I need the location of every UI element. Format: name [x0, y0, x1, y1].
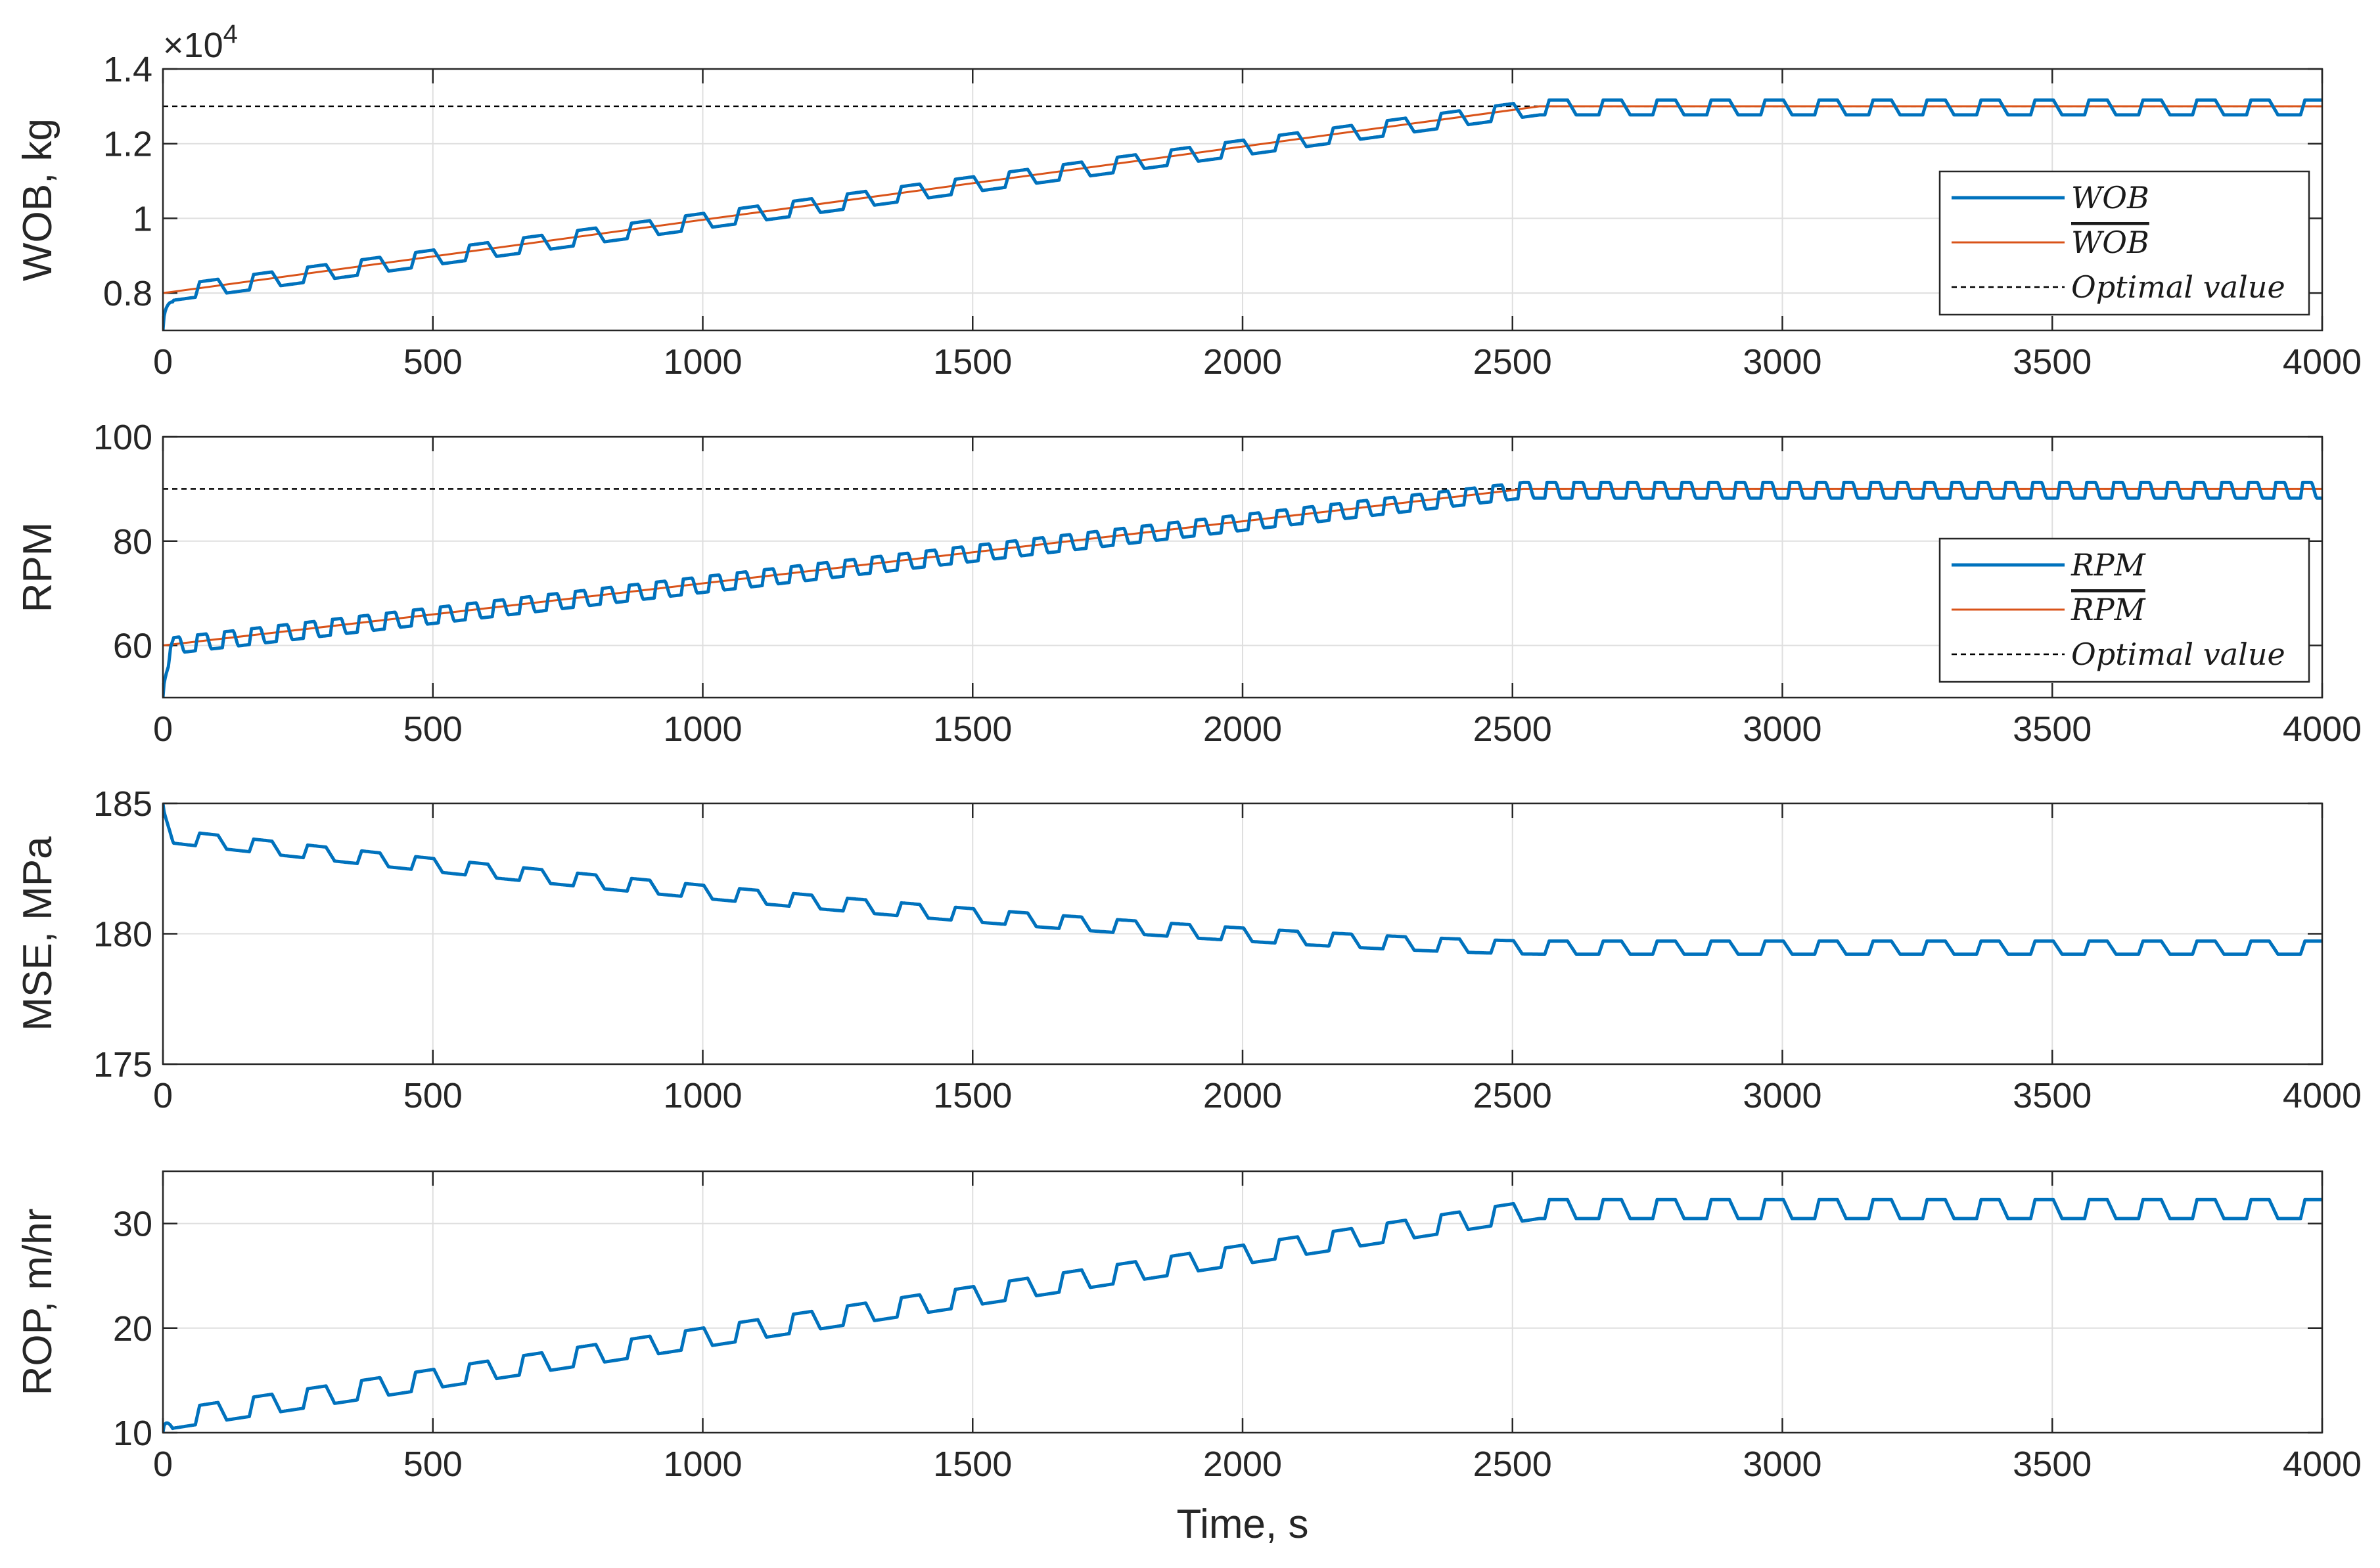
x-tick-label: 3000: [1743, 1445, 1821, 1484]
panel-1: 0 500 1000 1500 2000 2500 3000 3500 4000 0.8 1 1.2 1…: [15, 20, 2362, 382]
panel-2: 0 500 1000 1500 2000 2500 3000 3500 4000 60 80 100 R…: [15, 418, 2362, 749]
y-tick-label: 0.8: [103, 274, 152, 313]
x-tick-label: 4000: [2283, 1445, 2362, 1484]
x-tick-label: 2500: [1473, 1076, 1552, 1115]
panel-3: 0 500 1000 1500 2000 2500 3000 3500 4000 175 180 18…: [15, 784, 2362, 1115]
x-tick-label: 500: [403, 1076, 463, 1115]
x-tick-label: 500: [403, 709, 463, 749]
plot-area: [163, 803, 2322, 956]
x-tick-label: 4000: [2283, 342, 2362, 382]
x-tick-label: 1000: [663, 1445, 742, 1484]
legend-label: WOB: [2071, 180, 2149, 215]
mean-series-line: [163, 487, 2322, 647]
x-tick-label: 3000: [1743, 709, 1821, 749]
y-tick-label: 20: [113, 1309, 152, 1349]
plot-area: [163, 1198, 2322, 1433]
x-tick-label: 2000: [1203, 1076, 1282, 1115]
x-tick-label: 1000: [663, 1076, 742, 1115]
y-tick-label: 1.4: [103, 50, 152, 89]
mean-series-line: [163, 105, 2322, 294]
x-axis-label: Time, s: [1177, 1502, 1309, 1547]
y-tick-label: 10: [113, 1414, 152, 1453]
axes-box: [162, 68, 2323, 332]
panel-4: 0 500 1000 1500 2000 2500 3000 3500 4000 10 20 30 RO…: [15, 1170, 2362, 1547]
y-axis-label: WOB, kg: [15, 118, 60, 281]
exponent-power: 4: [223, 20, 238, 49]
x-tick-label: 1500: [933, 709, 1012, 749]
legend: RPM RPM Optimal value: [1938, 537, 2310, 683]
y-tick-label: 100: [93, 418, 152, 457]
x-tick-label: 2000: [1203, 342, 1282, 382]
x-tick-label: 3500: [2013, 709, 2092, 749]
x-tick-label: 3000: [1743, 342, 1821, 382]
y-axis-label: ROP, m/hr: [15, 1209, 60, 1396]
legend: WOB WOB Optimal value: [1938, 170, 2310, 316]
y-axis-label: MSE, MPa: [15, 836, 60, 1031]
x-tick-label: 4000: [2283, 709, 2362, 749]
y-tick-label: 185: [93, 784, 152, 824]
x-tick-label: 2000: [1203, 1445, 1282, 1484]
axes-box: [162, 1170, 2323, 1434]
x-tick-label: 0: [153, 709, 173, 749]
plot-area: [163, 480, 2322, 698]
main-series-line: [163, 98, 2322, 330]
axes-box: [162, 436, 2323, 699]
x-tick-label: 1500: [933, 1445, 1012, 1484]
x-tick-label: 3500: [2013, 1076, 2092, 1115]
legend-label: RPM: [2071, 592, 2147, 627]
y-tick-label: 60: [113, 627, 152, 666]
y-exponent-label: ×104: [163, 20, 238, 65]
y-tick-label: 1: [133, 199, 152, 238]
x-tick-label: 1500: [933, 1076, 1012, 1115]
y-axis-label: RPM: [15, 522, 60, 613]
main-series-line: [163, 480, 2322, 698]
x-tick-label: 3000: [1743, 1076, 1821, 1115]
x-tick-label: 500: [403, 342, 463, 382]
plot-area: [163, 98, 2322, 330]
exponent-base: ×10: [163, 26, 223, 65]
x-tick-label: 1000: [663, 709, 742, 749]
x-tick-label: 4000: [2283, 1076, 2362, 1115]
legend-label: RPM: [2071, 547, 2147, 583]
axes-box: [162, 802, 2323, 1065]
x-tick-label: 1500: [933, 342, 1012, 382]
x-tick-label: 2000: [1203, 709, 1282, 749]
y-tick-label: 30: [113, 1205, 152, 1244]
y-tick-label: 80: [113, 522, 152, 562]
x-tick-label: 0: [153, 1076, 173, 1115]
x-tick-label: 2500: [1473, 1445, 1552, 1484]
x-tick-label: 3500: [2013, 1445, 2092, 1484]
y-tick-label: 1.2: [103, 125, 152, 164]
x-tick-label: 2500: [1473, 709, 1552, 749]
legend-label: WOB: [2071, 225, 2149, 260]
x-tick-label: 500: [403, 1445, 463, 1484]
y-tick-label: 175: [93, 1045, 152, 1085]
x-tick-label: 1000: [663, 342, 742, 382]
y-tick-label: 180: [93, 915, 152, 954]
legend-label: Optimal value: [2071, 269, 2285, 305]
x-tick-label: 0: [153, 1445, 173, 1484]
main-series-line: [163, 803, 2322, 956]
main-series-line: [163, 1198, 2322, 1433]
x-tick-label: 3500: [2013, 342, 2092, 382]
x-tick-label: 2500: [1473, 342, 1552, 382]
legend-label: Optimal value: [2071, 637, 2285, 672]
x-tick-label: 0: [153, 342, 173, 382]
